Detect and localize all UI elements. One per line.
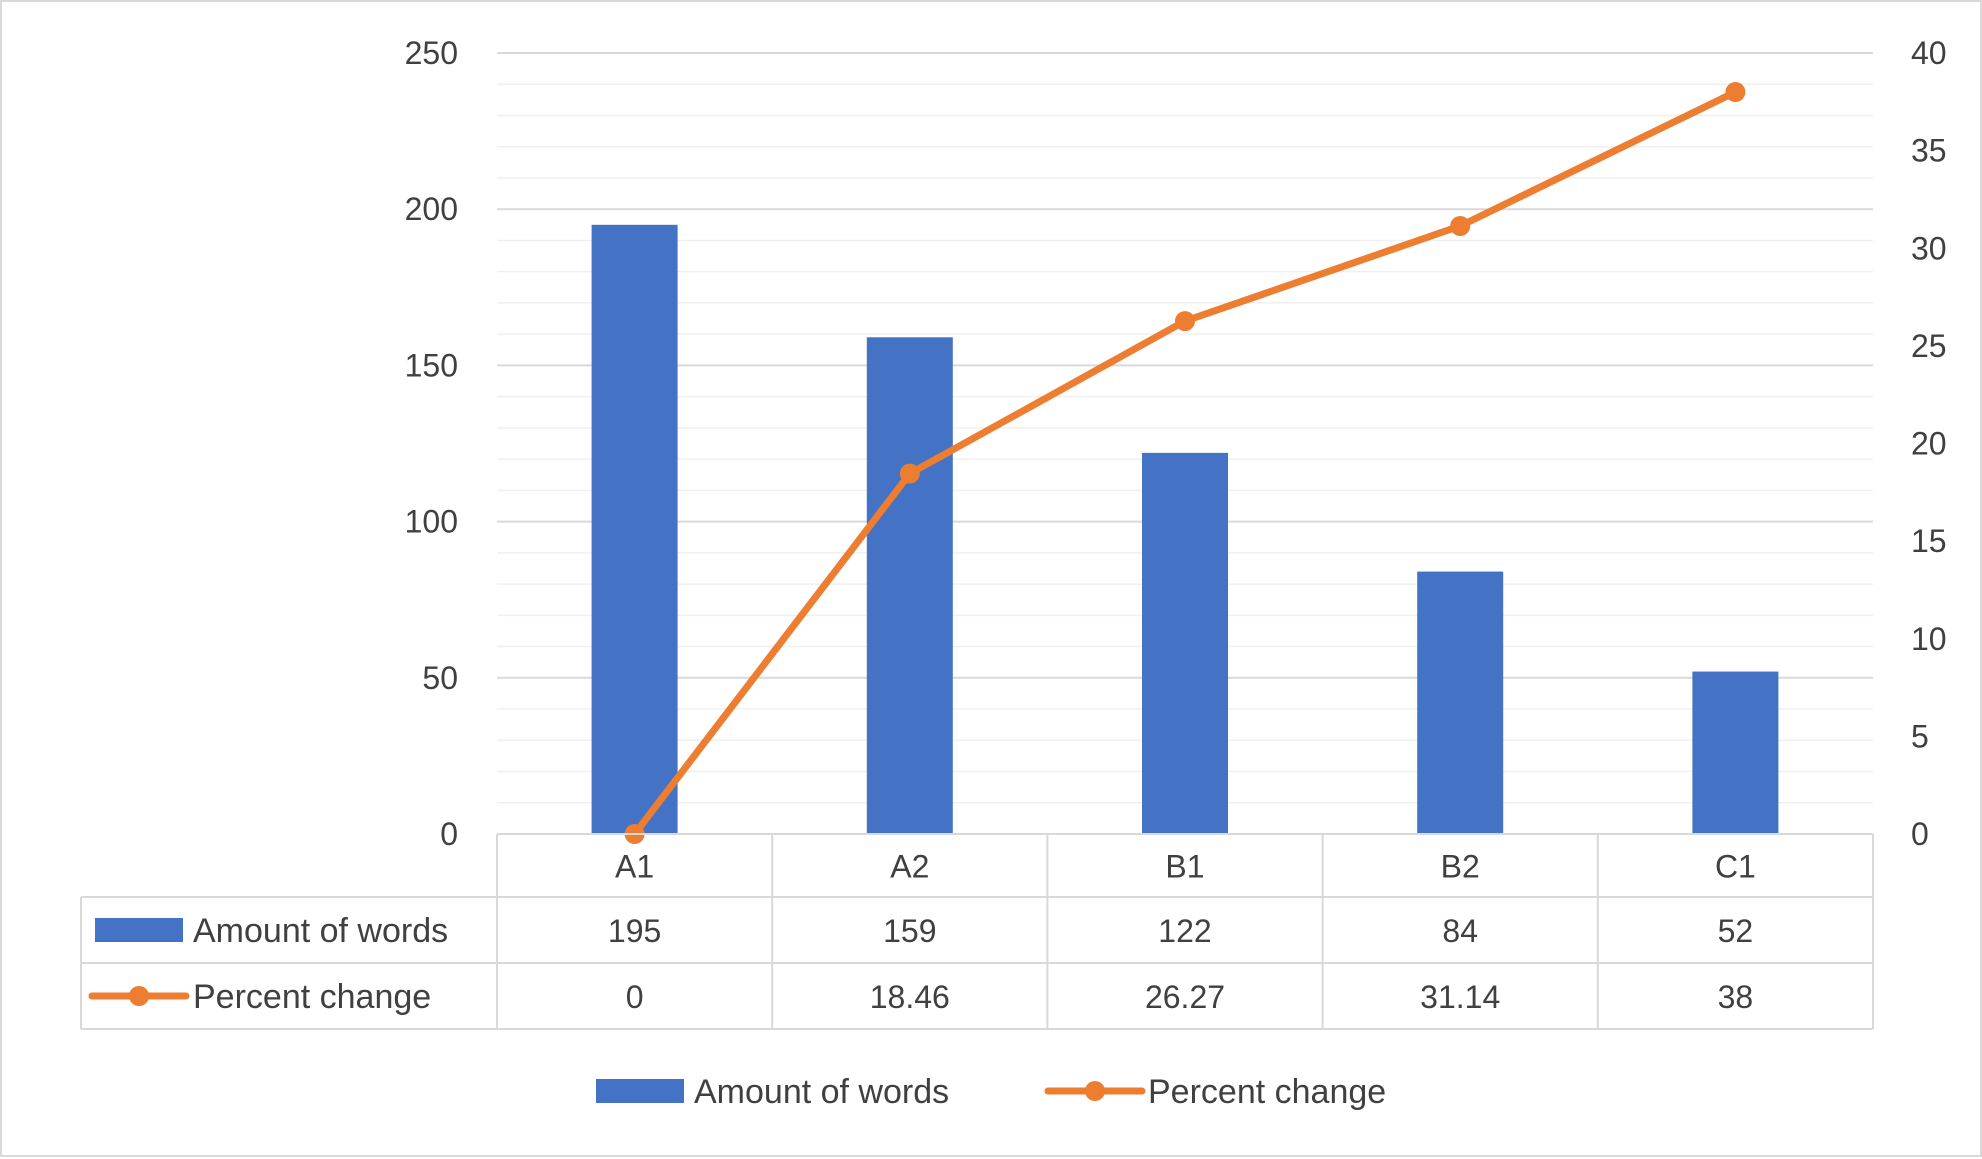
table-cell: 38 — [1718, 979, 1754, 1015]
category-label-b2: B2 — [1441, 849, 1480, 885]
y-right-tick-label: 40 — [1911, 35, 1947, 71]
y-right-tick-label: 25 — [1911, 328, 1947, 364]
bar-series — [591, 224, 1779, 834]
table-cell: 0 — [626, 979, 644, 1015]
y-right-tick-label: 20 — [1911, 426, 1947, 462]
table-row-header: Amount of words — [193, 912, 448, 950]
bar-a1 — [591, 224, 678, 834]
table-cell: 26.27 — [1145, 979, 1225, 1015]
y-right-tick-label: 0 — [1911, 816, 1929, 852]
legend-line-marker — [1085, 1081, 1105, 1101]
y-left-tick-label: 200 — [405, 191, 458, 227]
y-left-tick-label: 150 — [405, 347, 458, 383]
table-key-bar-swatch — [95, 918, 183, 942]
category-label-b1: B1 — [1165, 849, 1204, 885]
bar-a2 — [866, 337, 953, 834]
table-row-header: Percent change — [193, 978, 431, 1016]
percent-change-marker-a2 — [899, 463, 920, 484]
bar-b1 — [1142, 452, 1228, 834]
category-label-c1: C1 — [1715, 849, 1756, 885]
percent-change-marker-b1 — [1175, 311, 1195, 332]
y-right-tick-label: 15 — [1911, 523, 1947, 559]
y-left-tick-label: 250 — [405, 35, 458, 71]
bar-c1 — [1692, 671, 1779, 834]
gridlines — [497, 52, 1873, 804]
legend: Amount of words Percent change — [596, 1073, 1386, 1111]
bar-b2 — [1417, 571, 1504, 834]
y-right-tick-label: 10 — [1911, 621, 1947, 657]
table-cell: 52 — [1718, 913, 1754, 949]
legend-label-amount: Amount of words — [694, 1073, 949, 1111]
percent-change-marker-c1 — [1725, 82, 1746, 103]
y-left-tick-label: 50 — [422, 660, 458, 696]
y-right-tick-label: 35 — [1911, 133, 1947, 169]
table-cell: 122 — [1158, 913, 1211, 949]
y-left-tick-label: 0 — [440, 816, 458, 852]
data-table: A1 A2 B1 B2 C1 Amount of words 195 159 122 84 52 Pe… — [80, 833, 1874, 1030]
category-label-a2: A2 — [890, 849, 929, 885]
category-label-a1: A1 — [615, 849, 654, 885]
table-cell: 159 — [883, 913, 936, 949]
y-right-tick-label: 30 — [1911, 230, 1947, 266]
legend-bar-swatch — [596, 1079, 684, 1103]
table-cell: 18.46 — [870, 979, 950, 1015]
table-key-marker — [129, 986, 149, 1006]
legend-label-percent: Percent change — [1148, 1073, 1386, 1111]
y-left-tick-label: 100 — [405, 504, 458, 540]
axes: 0 50 100 150 200 250 0 5 10 15 20 25 30 35 40 — [405, 35, 1947, 852]
table-cell: 195 — [608, 913, 661, 949]
percent-change-marker-b2 — [1450, 215, 1471, 236]
y-right-tick-label: 5 — [1911, 718, 1929, 754]
table-cell: 84 — [1442, 913, 1478, 949]
table-cell: 31.14 — [1420, 979, 1500, 1015]
